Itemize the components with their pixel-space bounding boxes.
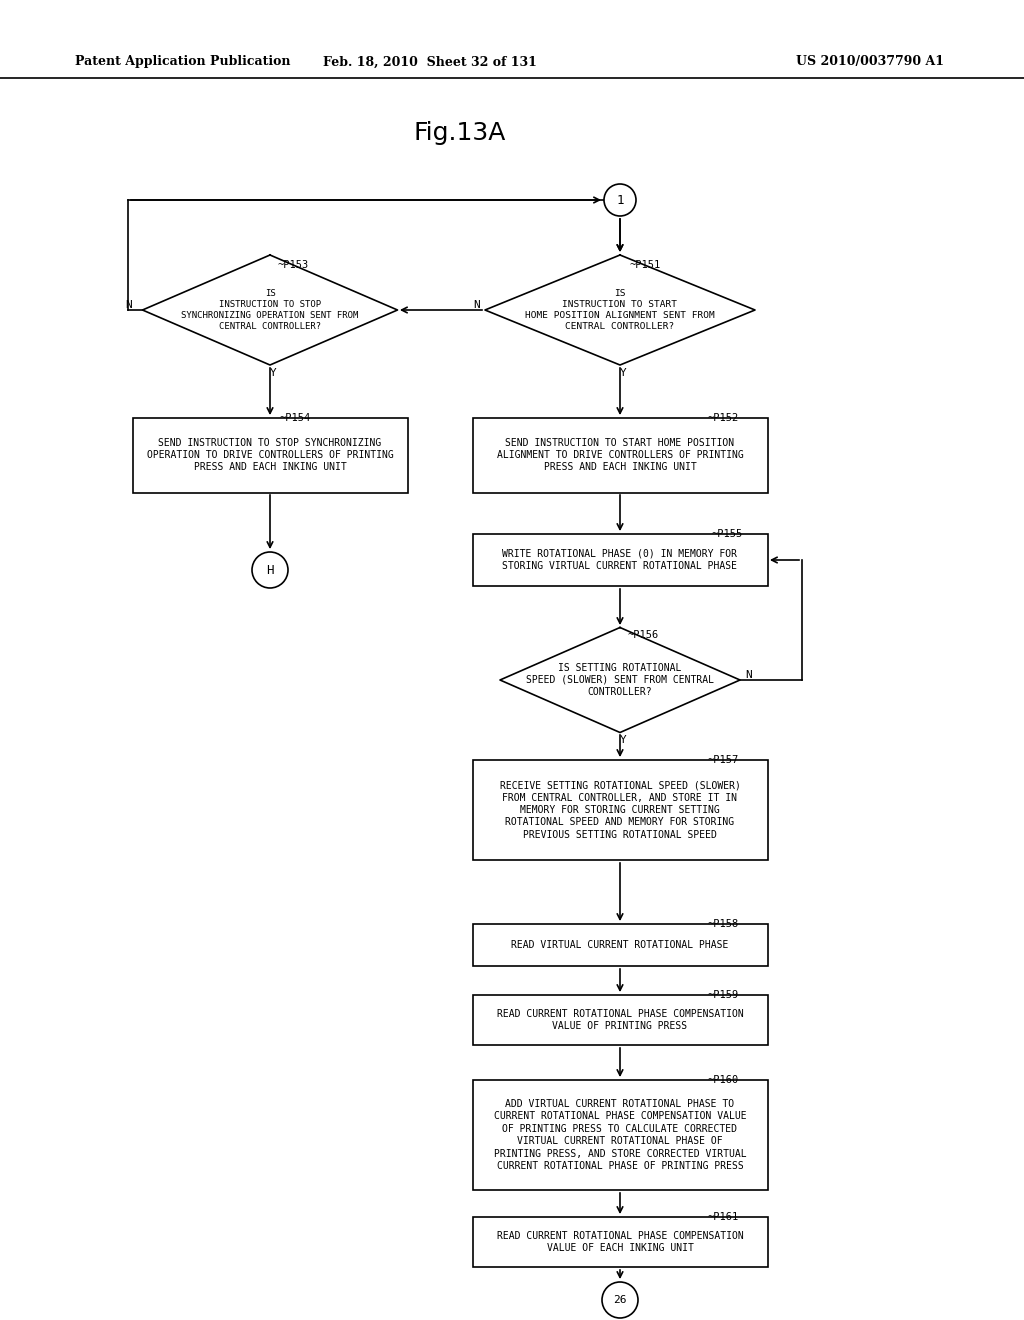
- Text: IS
INSTRUCTION TO STOP
SYNCHRONIZING OPERATION SENT FROM
CENTRAL CONTROLLER?: IS INSTRUCTION TO STOP SYNCHRONIZING OPE…: [181, 289, 358, 331]
- Text: 26: 26: [613, 1295, 627, 1305]
- Text: SEND INSTRUCTION TO START HOME POSITION
ALIGNMENT TO DRIVE CONTROLLERS OF PRINTI: SEND INSTRUCTION TO START HOME POSITION …: [497, 438, 743, 473]
- Circle shape: [604, 183, 636, 216]
- Text: US 2010/0037790 A1: US 2010/0037790 A1: [796, 55, 944, 69]
- Text: Y: Y: [620, 368, 627, 378]
- Text: ~P156: ~P156: [628, 630, 659, 640]
- Bar: [472, 760, 768, 861]
- Bar: [472, 995, 768, 1045]
- Bar: [472, 924, 768, 966]
- Bar: [472, 417, 768, 492]
- Text: 1: 1: [616, 194, 624, 206]
- Polygon shape: [485, 255, 755, 366]
- Text: ~P154: ~P154: [280, 413, 311, 422]
- Text: SEND INSTRUCTION TO STOP SYNCHRONIZING
OPERATION TO DRIVE CONTROLLERS OF PRINTIN: SEND INSTRUCTION TO STOP SYNCHRONIZING O…: [146, 438, 393, 473]
- Bar: [472, 1080, 768, 1191]
- Text: WRITE ROTATIONAL PHASE (0) IN MEMORY FOR
STORING VIRTUAL CURRENT ROTATIONAL PHAS: WRITE ROTATIONAL PHASE (0) IN MEMORY FOR…: [503, 549, 737, 572]
- Text: READ VIRTUAL CURRENT ROTATIONAL PHASE: READ VIRTUAL CURRENT ROTATIONAL PHASE: [511, 940, 729, 950]
- Text: Y: Y: [620, 735, 627, 744]
- Text: ~P161: ~P161: [707, 1212, 738, 1222]
- Text: RECEIVE SETTING ROTATIONAL SPEED (SLOWER)
FROM CENTRAL CONTROLLER, AND STORE IT : RECEIVE SETTING ROTATIONAL SPEED (SLOWER…: [500, 780, 740, 840]
- Text: IS
INSTRUCTION TO START
HOME POSITION ALIGNMENT SENT FROM
CENTRAL CONTROLLER?: IS INSTRUCTION TO START HOME POSITION AL…: [525, 289, 715, 331]
- Text: ~P153: ~P153: [278, 260, 309, 271]
- Circle shape: [602, 1282, 638, 1317]
- Text: READ CURRENT ROTATIONAL PHASE COMPENSATION
VALUE OF EACH INKING UNIT: READ CURRENT ROTATIONAL PHASE COMPENSATI…: [497, 1230, 743, 1253]
- Text: Feb. 18, 2010  Sheet 32 of 131: Feb. 18, 2010 Sheet 32 of 131: [323, 55, 537, 69]
- Bar: [132, 417, 408, 492]
- Text: ~P151: ~P151: [630, 260, 662, 271]
- Text: ~P152: ~P152: [707, 413, 738, 422]
- Text: ADD VIRTUAL CURRENT ROTATIONAL PHASE TO
CURRENT ROTATIONAL PHASE COMPENSATION VA: ADD VIRTUAL CURRENT ROTATIONAL PHASE TO …: [494, 1100, 746, 1171]
- Text: IS SETTING ROTATIONAL
SPEED (SLOWER) SENT FROM CENTRAL
CONTROLLER?: IS SETTING ROTATIONAL SPEED (SLOWER) SEN…: [526, 663, 714, 697]
- Text: N: N: [125, 300, 132, 310]
- Text: H: H: [266, 564, 273, 577]
- Bar: [472, 1217, 768, 1267]
- Text: READ CURRENT ROTATIONAL PHASE COMPENSATION
VALUE OF PRINTING PRESS: READ CURRENT ROTATIONAL PHASE COMPENSATI…: [497, 1008, 743, 1031]
- Text: N: N: [473, 300, 480, 310]
- Bar: [472, 535, 768, 586]
- Text: ~P157: ~P157: [707, 755, 738, 766]
- Text: Patent Application Publication: Patent Application Publication: [75, 55, 291, 69]
- Text: ~P158: ~P158: [707, 919, 738, 929]
- Circle shape: [252, 552, 288, 587]
- Text: Fig.13A: Fig.13A: [414, 121, 506, 145]
- Text: ~P160: ~P160: [707, 1074, 738, 1085]
- Text: ~P155: ~P155: [712, 529, 743, 539]
- Polygon shape: [142, 255, 397, 366]
- Text: N: N: [745, 671, 752, 680]
- Text: ~P159: ~P159: [707, 990, 738, 1001]
- Text: Y: Y: [269, 368, 276, 378]
- Polygon shape: [500, 627, 740, 733]
